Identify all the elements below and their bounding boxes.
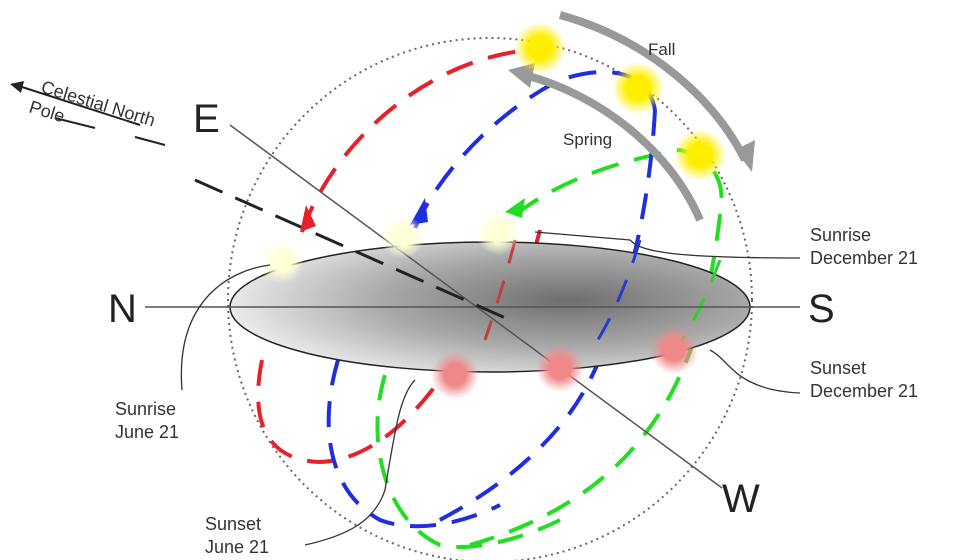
leader-sunset-june bbox=[304, 379, 416, 546]
equinox-horizon-crossing bbox=[593, 239, 642, 346]
sunrise-december bbox=[476, 211, 520, 255]
sun-noon-december bbox=[674, 129, 726, 181]
east-label: E bbox=[193, 97, 220, 141]
sunset-june bbox=[431, 351, 479, 399]
sunset-june-label-2: June 21 bbox=[205, 537, 269, 557]
leader-sunrise-december bbox=[534, 231, 801, 259]
fall-label: Fall bbox=[648, 40, 675, 59]
spring-label: Spring bbox=[563, 130, 612, 149]
sunrise-december-label-1: Sunrise bbox=[810, 225, 871, 245]
sunrise-december-label-2: December 21 bbox=[810, 248, 918, 268]
sunset-december-label-1: Sunset bbox=[810, 358, 866, 378]
sunset-december bbox=[650, 326, 698, 374]
sunset-equinox bbox=[536, 344, 584, 392]
june-horizon-crossing bbox=[483, 239, 517, 341]
fall-arrow bbox=[558, 11, 749, 162]
june-path-lower bbox=[256, 359, 442, 465]
december-path-lower bbox=[375, 374, 561, 549]
fall-arrow-head bbox=[735, 140, 755, 172]
celestial-pole-arrow-head bbox=[10, 81, 24, 93]
celestial-pole-axis bbox=[194, 178, 511, 322]
leader-sunrise-june bbox=[180, 264, 271, 391]
south-label: S bbox=[808, 287, 835, 331]
sun-paths-lower bbox=[256, 359, 561, 549]
leader-sunset-december bbox=[709, 349, 801, 394]
spring-arrow bbox=[523, 71, 704, 222]
sunrise-equinox bbox=[381, 215, 425, 259]
pole-underline-2 bbox=[134, 136, 166, 146]
december-path-upper bbox=[513, 147, 724, 217]
pole-underline-1 bbox=[54, 117, 96, 129]
sunrise-june bbox=[260, 240, 304, 284]
equinox-path-right bbox=[429, 109, 657, 527]
west-label: W bbox=[722, 477, 760, 521]
sunrise-june-label-1: Sunrise bbox=[115, 399, 176, 419]
celestial-sphere bbox=[227, 37, 753, 560]
june-path-upper bbox=[300, 48, 531, 233]
december-direction-arrow bbox=[505, 198, 525, 218]
sunset-june-label-1: Sunset bbox=[205, 514, 261, 534]
equinox-path-lower bbox=[326, 359, 501, 529]
sunrise-june-label-2: June 21 bbox=[115, 422, 179, 442]
sunset-december-label-2: December 21 bbox=[810, 381, 918, 401]
celestial-pole-arrow-line bbox=[21, 86, 141, 126]
june-direction-arrow bbox=[300, 205, 316, 232]
north-label: N bbox=[108, 287, 137, 331]
leader-lines bbox=[180, 231, 801, 546]
sun-noon-june bbox=[514, 22, 566, 74]
sun-noon-equinox bbox=[612, 62, 664, 114]
